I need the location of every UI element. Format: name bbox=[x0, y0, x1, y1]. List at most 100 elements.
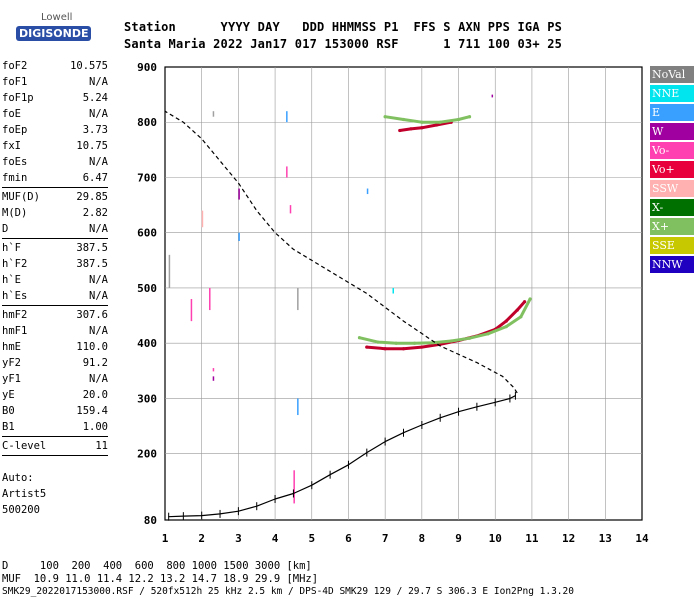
param-value: N/A bbox=[89, 373, 108, 385]
echo-point bbox=[504, 319, 508, 323]
echo-noise-mark bbox=[297, 398, 299, 416]
echo-point bbox=[467, 115, 472, 119]
param-value: N/A bbox=[89, 223, 108, 235]
param-name: B0 bbox=[2, 405, 15, 417]
param-name: fxI bbox=[2, 140, 21, 152]
param-name: yF2 bbox=[2, 357, 21, 369]
param-value: 5.24 bbox=[82, 92, 108, 104]
echo-point bbox=[522, 300, 527, 304]
param-name: h`F2 bbox=[2, 258, 28, 270]
param-name: h`F bbox=[2, 242, 21, 254]
echo-point bbox=[420, 345, 424, 349]
echo-noise-mark bbox=[201, 210, 204, 228]
echo-point bbox=[504, 325, 508, 329]
param-name: hmF1 bbox=[2, 325, 28, 337]
param-value: 6.47 bbox=[82, 172, 108, 184]
echo-point bbox=[434, 123, 439, 127]
footer-distance-row: D 100 200 400 600 800 1000 1500 3000 [km… bbox=[2, 560, 312, 572]
x-tick-label: 8 bbox=[419, 532, 426, 545]
param-value: 387.5 bbox=[76, 258, 108, 270]
echo-point bbox=[401, 117, 406, 122]
y-tick-label: 400 bbox=[137, 337, 157, 350]
param-name: hmE bbox=[2, 341, 21, 353]
echo-noise-mark bbox=[168, 254, 171, 288]
scaled-parameters-panel: foF2 10.575 foF1 N/A foF1p 5.24 foE N/A foEp 3.73… bbox=[2, 58, 108, 457]
model-profile-dashed bbox=[164, 110, 518, 394]
x-tick-label: 14 bbox=[635, 532, 649, 545]
y-tick-label: 200 bbox=[137, 448, 157, 461]
param-row: B0 159.4 bbox=[2, 403, 108, 419]
echo-point bbox=[456, 117, 461, 122]
header-row-labels: Station YYYY DAY DDD HHMMSS P1 FFS S AXN… bbox=[124, 20, 563, 34]
echo-noise-mark bbox=[289, 205, 292, 214]
param-row: foEs N/A bbox=[2, 154, 108, 170]
auto-version: 500200 bbox=[2, 504, 40, 516]
param-row: h`F 387.5 bbox=[2, 240, 108, 256]
trace-series-3 bbox=[383, 115, 471, 124]
param-name: C-level bbox=[2, 440, 47, 452]
param-separator bbox=[2, 187, 108, 188]
param-name: D bbox=[2, 223, 9, 235]
logo-lowell-text: Lowell bbox=[41, 12, 73, 23]
param-value: N/A bbox=[89, 156, 108, 168]
param-value: 2.82 bbox=[82, 207, 108, 219]
param-row: hmF2 307.6 bbox=[2, 307, 108, 323]
echo-point bbox=[398, 128, 402, 133]
x-tick-label: 10 bbox=[489, 532, 502, 545]
param-value: 29.85 bbox=[76, 191, 108, 203]
param-row: foE N/A bbox=[2, 106, 108, 122]
echo-point bbox=[394, 341, 398, 345]
x-tick-label: 2 bbox=[198, 532, 205, 545]
echo-point bbox=[515, 308, 519, 312]
param-name: foEs bbox=[2, 156, 28, 168]
param-value: N/A bbox=[89, 290, 108, 302]
y-tick-label: 900 bbox=[137, 61, 157, 74]
x-tick-label: 9 bbox=[455, 532, 462, 545]
legend-item-sse: SSE bbox=[650, 237, 694, 254]
param-row: yF2 91.2 bbox=[2, 355, 108, 371]
param-row: C-level 11 bbox=[2, 438, 108, 454]
param-separator bbox=[2, 305, 108, 306]
legend-item-nnw: NNW bbox=[650, 256, 694, 273]
echo-point bbox=[420, 126, 424, 130]
legend-item-x-: X- bbox=[650, 199, 694, 216]
param-value: 1.00 bbox=[82, 421, 108, 433]
param-name: h`E bbox=[2, 274, 21, 286]
echo-point bbox=[383, 115, 387, 119]
param-value: 11 bbox=[95, 440, 108, 452]
param-row: foF1 N/A bbox=[2, 74, 108, 90]
legend-item-vo-: Vo- bbox=[650, 142, 694, 159]
echo-noise-mark bbox=[286, 166, 288, 178]
param-value: 110.0 bbox=[76, 341, 108, 353]
legend-item-vo-: Vo+ bbox=[650, 161, 694, 178]
param-separator bbox=[2, 436, 108, 437]
param-row: M(D) 2.82 bbox=[2, 205, 108, 221]
param-row: hmE 110.0 bbox=[2, 339, 108, 355]
x-tick-label: 4 bbox=[272, 532, 279, 545]
echo-noise-mark bbox=[293, 470, 295, 504]
echo-noise-mark bbox=[212, 368, 215, 372]
echo-point bbox=[486, 332, 490, 336]
param-value: 20.0 bbox=[82, 389, 108, 401]
y-tick-label: 600 bbox=[137, 227, 157, 240]
header-row-values: Santa Maria 2022 Jan17 017 153000 RSF 1 … bbox=[124, 37, 563, 51]
param-name: h`Es bbox=[2, 290, 28, 302]
x-tick-label: 12 bbox=[562, 532, 575, 545]
echo-point bbox=[420, 120, 424, 124]
echo-point bbox=[409, 127, 413, 131]
logo-digisonde-text: DIGISONDE bbox=[16, 26, 92, 41]
echo-point bbox=[528, 297, 532, 301]
y-tick-label: 80 bbox=[144, 514, 157, 527]
echo-noise-mark bbox=[392, 287, 394, 294]
param-name: B1 bbox=[2, 421, 15, 433]
plot-frame bbox=[164, 66, 643, 521]
param-row: h`Es N/A bbox=[2, 288, 108, 304]
echo-noise-mark bbox=[491, 94, 494, 98]
param-name: foF1 bbox=[2, 76, 28, 88]
echo-point bbox=[365, 345, 369, 349]
param-name: hmF2 bbox=[2, 309, 28, 321]
echo-noise-mark bbox=[212, 111, 215, 117]
param-separator bbox=[2, 455, 108, 456]
param-name: foE bbox=[2, 108, 21, 120]
